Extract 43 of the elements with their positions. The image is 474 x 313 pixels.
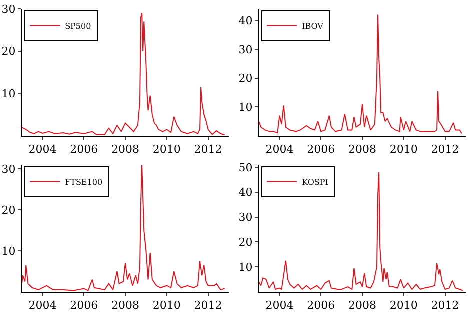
y-tick-label: 10 [238, 260, 253, 274]
y-tick-label: 40 [238, 186, 253, 200]
x-tick-label: 2006 [307, 299, 336, 312]
y-tick-label: 40 [238, 14, 253, 28]
y-tick-label: 30 [2, 2, 16, 16]
y-tick-label: 10 [238, 100, 253, 114]
y-tick-label: 10 [2, 244, 16, 258]
y-tick-label: 30 [2, 162, 16, 176]
legend-label: SP500 [65, 22, 92, 31]
x-tick-label: 2012 [194, 143, 222, 156]
x-tick-label: 2012 [431, 299, 460, 312]
y-tick-label: 50 [238, 161, 253, 174]
x-tick-label: 2006 [70, 143, 98, 156]
x-tick-label: 2004 [28, 143, 57, 156]
x-tick-label: 2004 [28, 299, 57, 312]
y-tick-label: 30 [238, 211, 253, 224]
x-tick-label: 2006 [307, 143, 336, 156]
y-tick-label: 20 [238, 236, 253, 250]
line-series [22, 165, 226, 292]
y-tick-label: 20 [2, 204, 16, 217]
x-tick-label: 2010 [390, 299, 418, 312]
x-tick-label: 2008 [112, 143, 140, 156]
line-series [259, 172, 464, 292]
x-tick-label: 2004 [266, 143, 294, 156]
x-tick-label: 2008 [348, 143, 376, 156]
y-tick-label: 30 [238, 43, 253, 56]
x-tick-label: 2012 [194, 299, 222, 312]
x-tick-label: 2008 [348, 299, 376, 312]
line-series [259, 14, 462, 134]
y-tick-label: 10 [2, 88, 16, 101]
legend-label: KOSPI [302, 178, 328, 187]
x-tick-label: 2012 [431, 143, 460, 156]
line-series [22, 12, 226, 136]
legend-label: FTSE100 [65, 178, 103, 187]
x-tick-label: 2006 [70, 299, 98, 312]
x-tick-label: 2008 [112, 299, 140, 312]
x-tick-label: 2010 [152, 299, 181, 312]
x-tick-label: 2004 [266, 299, 294, 312]
y-tick-label: 20 [238, 72, 253, 86]
x-tick-label: 2010 [152, 143, 181, 156]
legend-label: IBOV [302, 22, 324, 31]
y-tick-label: 20 [2, 45, 16, 58]
x-tick-label: 2010 [390, 143, 418, 156]
